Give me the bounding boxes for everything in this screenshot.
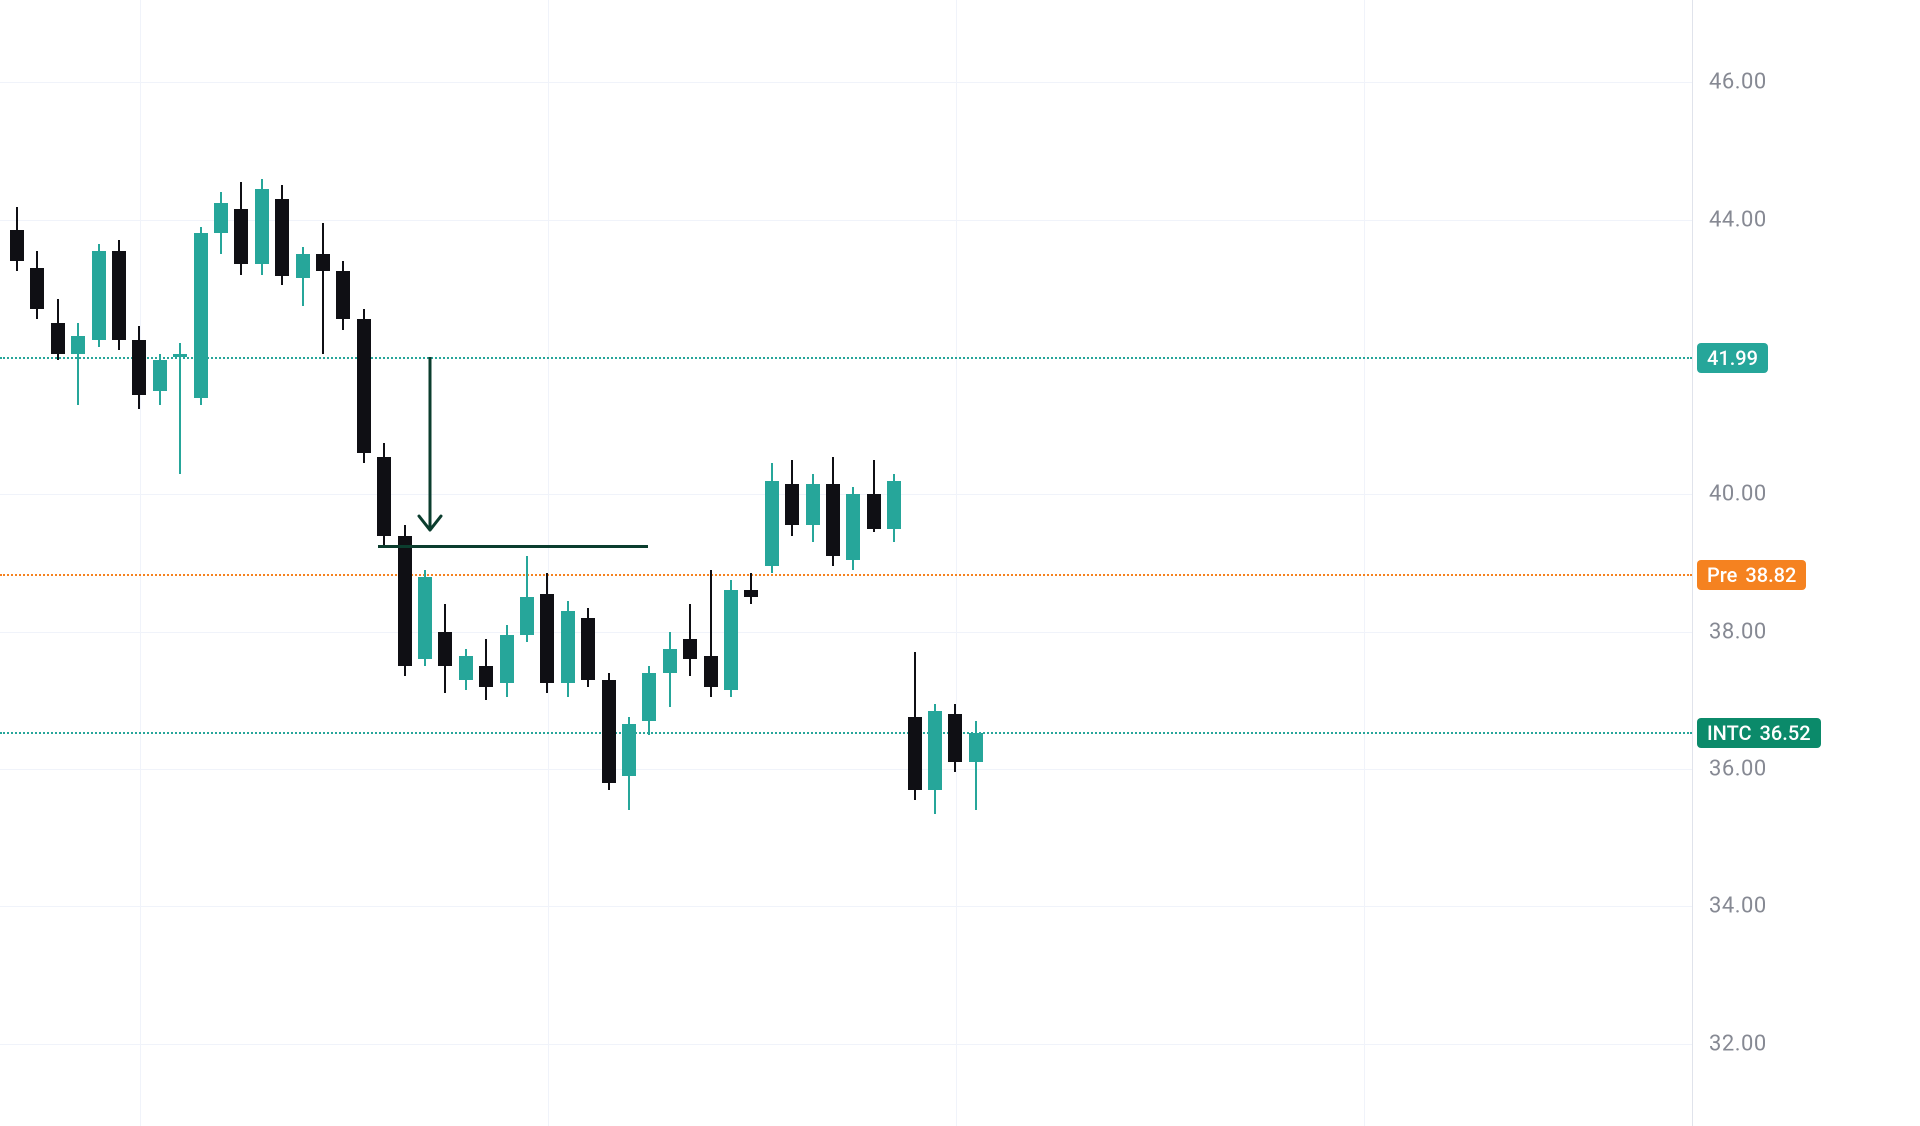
candle[interactable] <box>194 0 208 1126</box>
candle[interactable] <box>71 0 85 1126</box>
price-badge-premarket[interactable]: Pre38.82 <box>1697 560 1806 590</box>
candle[interactable] <box>846 0 860 1126</box>
candlestick-chart[interactable]: 32.00 34.00 36.00 38.00 40.00 44.00 46.00 41.99… <box>0 0 1920 1126</box>
candle[interactable] <box>928 0 942 1126</box>
candle[interactable] <box>642 0 656 1126</box>
candle[interactable] <box>969 0 983 1126</box>
axis-tick-label: 34.00 <box>1709 894 1767 919</box>
candle[interactable] <box>724 0 738 1126</box>
candle[interactable] <box>867 0 881 1126</box>
candle[interactable] <box>10 0 24 1126</box>
candle[interactable] <box>296 0 310 1126</box>
candle[interactable] <box>887 0 901 1126</box>
candle[interactable] <box>581 0 595 1126</box>
candle[interactable] <box>377 0 391 1126</box>
candle[interactable] <box>398 0 412 1126</box>
price-axis[interactable]: 32.00 34.00 36.00 38.00 40.00 44.00 46.00 41.99… <box>1692 0 1920 1126</box>
candle[interactable] <box>92 0 106 1126</box>
candle[interactable] <box>438 0 452 1126</box>
candle[interactable] <box>704 0 718 1126</box>
candle[interactable] <box>173 0 187 1126</box>
axis-tick-label: 36.00 <box>1709 756 1767 781</box>
candle[interactable] <box>234 0 248 1126</box>
candle[interactable] <box>214 0 228 1126</box>
candle[interactable] <box>826 0 840 1126</box>
candle[interactable] <box>336 0 350 1126</box>
candle[interactable] <box>744 0 758 1126</box>
candle[interactable] <box>132 0 146 1126</box>
candle[interactable] <box>357 0 371 1126</box>
candle[interactable] <box>30 0 44 1126</box>
axis-tick-label: 44.00 <box>1709 207 1767 232</box>
candle[interactable] <box>765 0 779 1126</box>
candle[interactable] <box>602 0 616 1126</box>
candle[interactable] <box>663 0 677 1126</box>
vertical-gridline <box>1364 0 1365 1126</box>
candle[interactable] <box>948 0 962 1126</box>
axis-tick-label: 46.00 <box>1709 70 1767 95</box>
candle[interactable] <box>683 0 697 1126</box>
price-badge-alert-high[interactable]: 41.99 <box>1697 343 1768 373</box>
price-badge-last-price[interactable]: INTC36.52 <box>1697 718 1821 748</box>
candle[interactable] <box>561 0 575 1126</box>
candle[interactable] <box>479 0 493 1126</box>
candle[interactable] <box>418 0 432 1126</box>
axis-tick-label: 40.00 <box>1709 482 1767 507</box>
candle[interactable] <box>316 0 330 1126</box>
annotation-arrow-icon <box>415 357 445 532</box>
candle[interactable] <box>153 0 167 1126</box>
candle[interactable] <box>806 0 820 1126</box>
plot-area[interactable] <box>0 0 1692 1126</box>
candle[interactable] <box>785 0 799 1126</box>
candle[interactable] <box>459 0 473 1126</box>
candle[interactable] <box>622 0 636 1126</box>
candle[interactable] <box>540 0 554 1126</box>
candle[interactable] <box>500 0 514 1126</box>
candle[interactable] <box>255 0 269 1126</box>
candle[interactable] <box>51 0 65 1126</box>
axis-tick-label: 38.00 <box>1709 619 1767 644</box>
axis-tick-label: 32.00 <box>1709 1031 1767 1056</box>
candle[interactable] <box>908 0 922 1126</box>
annotation-support-line <box>378 545 648 548</box>
candle[interactable] <box>520 0 534 1126</box>
candle[interactable] <box>275 0 289 1126</box>
candle[interactable] <box>112 0 126 1126</box>
